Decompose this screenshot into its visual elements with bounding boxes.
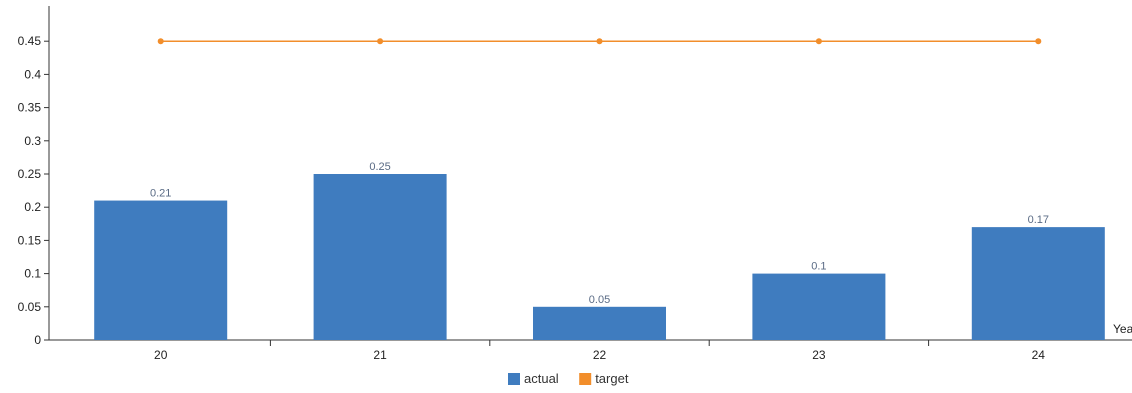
bar-actual[interactable] [94,200,228,340]
y-tick-label: 0.25 [18,167,42,181]
x-tick-label: 20 [154,348,168,362]
bar-data-labels: 0.21 0.25 0.05 0.1 0.17 [150,161,1049,306]
bar-actual[interactable] [752,273,886,340]
legend-label: actual [524,371,559,386]
legend: actual target [508,371,629,386]
x-tick-label: 21 [373,348,387,362]
y-tick-label: 0.4 [24,67,41,81]
y-tick-label: 0.3 [24,134,41,148]
legend-label: target [595,371,629,386]
y-tick-label: 0 [34,333,41,347]
y-tick-label: 0.45 [18,34,42,48]
legend-swatch [579,373,592,385]
bar-value-label: 0.17 [1028,214,1049,226]
legend-swatch [508,373,520,385]
bar-value-label: 0.21 [150,188,171,200]
y-tick-label: 0.2 [24,200,41,214]
target-point[interactable] [377,38,384,45]
x-axis-title: Yea [1113,322,1132,336]
y-tick-label: 0.35 [18,101,42,115]
target-point[interactable] [1035,38,1042,45]
y-tick-label: 0.15 [18,233,42,247]
bar-value-label: 0.05 [589,294,610,306]
y-tick-label: 0.1 [24,267,41,281]
target-line-series [157,38,1042,45]
target-point[interactable] [596,38,603,45]
x-tick-label: 23 [812,348,826,362]
y-axis: 0 0.05 0.1 0.15 0.2 0.25 0.3 0.35 0.4 0.45 [18,6,50,347]
bar-actual[interactable] [313,174,447,340]
bar-actual[interactable] [971,227,1105,340]
legend-item-target[interactable]: target [579,371,629,386]
actual-bars [94,174,1105,340]
target-point[interactable] [157,38,164,45]
x-tick-label: 24 [1032,348,1046,362]
bar-value-label: 0.1 [811,261,826,273]
legend-item-actual[interactable]: actual [508,371,559,386]
y-tick-label: 0.05 [18,300,42,314]
target-point[interactable] [815,38,822,45]
bar-actual[interactable] [533,306,666,340]
bar-value-label: 0.25 [369,161,390,173]
x-axis: 20 21 22 23 24 [49,339,1132,362]
x-tick-label: 22 [593,348,607,362]
